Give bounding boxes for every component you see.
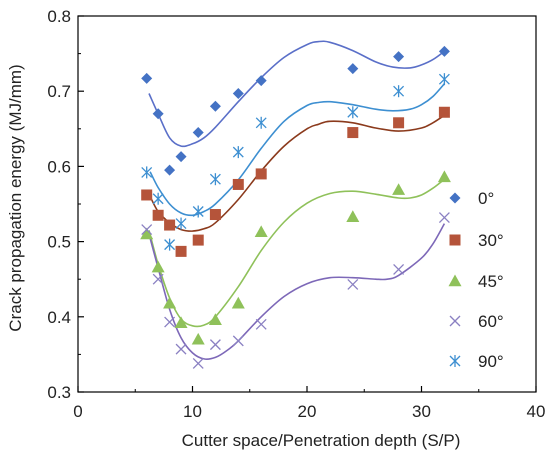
data-point-series-3	[192, 357, 204, 369]
data-point-series-1	[141, 189, 153, 201]
data-point-series-4	[141, 166, 153, 179]
data-point-series-1	[255, 168, 267, 180]
data-point-series-2	[437, 170, 451, 183]
data-point-series-2	[231, 296, 245, 309]
legend-marker-series-4	[449, 355, 461, 367]
data-point-series-0	[232, 87, 244, 99]
legend-marker-series-1	[449, 234, 461, 246]
data-point-series-1	[438, 106, 450, 118]
x-tick-label: 20	[298, 402, 317, 421]
data-point-series-4	[192, 205, 204, 218]
data-point-series-3	[175, 343, 187, 355]
legend-label: 90°	[478, 352, 504, 371]
data-point-series-3	[347, 279, 359, 290]
data-point-series-3	[152, 273, 164, 285]
legend-marker-series-0	[449, 192, 461, 204]
y-tick-label: 0.4	[47, 308, 71, 327]
data-point-series-1	[152, 209, 164, 221]
data-point-series-0	[152, 108, 164, 120]
data-point-series-1	[164, 219, 176, 231]
data-point-series-0	[393, 51, 405, 63]
data-point-series-1	[209, 209, 221, 221]
data-point-series-4	[393, 85, 405, 98]
fit-curve-series-2	[148, 178, 445, 328]
y-axis-title: Crack propagation energy (MJ/mm)	[6, 64, 25, 331]
data-point-series-0	[438, 45, 450, 57]
data-point-series-0	[255, 75, 267, 87]
data-point-series-0	[347, 63, 359, 75]
x-tick-label: 0	[73, 402, 82, 421]
data-point-series-3	[141, 224, 153, 236]
y-tick-label: 0.8	[47, 7, 71, 26]
data-point-series-3	[438, 212, 450, 223]
data-point-series-2	[140, 227, 154, 240]
data-point-series-2	[163, 296, 177, 309]
data-point-series-4	[209, 173, 221, 186]
x-tick-label: 10	[183, 402, 202, 421]
data-point-series-4	[347, 106, 359, 119]
y-tick-label: 0.3	[47, 383, 71, 402]
data-point-series-3	[209, 339, 221, 351]
legend-marker-series-3	[449, 315, 461, 327]
fit-curve-series-0	[148, 40, 445, 148]
data-point-series-0	[164, 164, 176, 176]
data-point-series-3	[232, 335, 244, 347]
data-point-series-0	[192, 127, 204, 139]
data-point-series-2	[151, 260, 165, 273]
legend-label: 45°	[478, 272, 504, 291]
data-point-series-2	[191, 332, 205, 345]
x-axis-title: Cutter space/Penetration depth (S/P)	[182, 431, 461, 450]
data-point-series-1	[192, 234, 204, 246]
data-point-series-0	[175, 151, 187, 163]
data-point-series-4	[255, 116, 267, 129]
y-tick-label: 0.5	[47, 233, 71, 252]
data-point-series-2	[208, 313, 222, 326]
data-point-series-2	[346, 210, 360, 222]
data-point-series-3	[164, 316, 176, 328]
data-point-series-4	[164, 238, 176, 251]
fit-curve-series-1	[149, 114, 445, 232]
y-tick-label: 0.6	[47, 157, 71, 176]
data-point-series-2	[174, 316, 188, 329]
data-point-series-1	[393, 117, 405, 129]
data-point-series-1	[347, 127, 359, 139]
data-point-series-4	[175, 217, 187, 230]
fit-curve-series-4	[149, 83, 445, 217]
data-point-series-3	[393, 263, 405, 275]
data-point-series-4	[232, 146, 244, 159]
data-point-series-0	[209, 100, 221, 112]
data-point-series-3	[255, 318, 267, 330]
legend-label: 0°	[478, 189, 494, 208]
fit-curve-series-3	[148, 223, 446, 360]
legend-label: 30°	[478, 231, 504, 250]
data-point-series-2	[254, 225, 268, 238]
data-point-series-1	[175, 245, 187, 257]
y-tick-label: 0.7	[47, 82, 71, 101]
legend-marker-series-2	[448, 274, 462, 287]
data-point-series-2	[392, 183, 406, 195]
data-point-series-0	[141, 72, 153, 84]
x-tick-label: 30	[412, 402, 431, 421]
legend-label: 60°	[478, 312, 504, 331]
data-point-series-1	[232, 178, 244, 190]
data-point-series-4	[438, 73, 450, 86]
x-tick-label: 40	[527, 402, 546, 421]
data-point-series-4	[152, 192, 164, 205]
